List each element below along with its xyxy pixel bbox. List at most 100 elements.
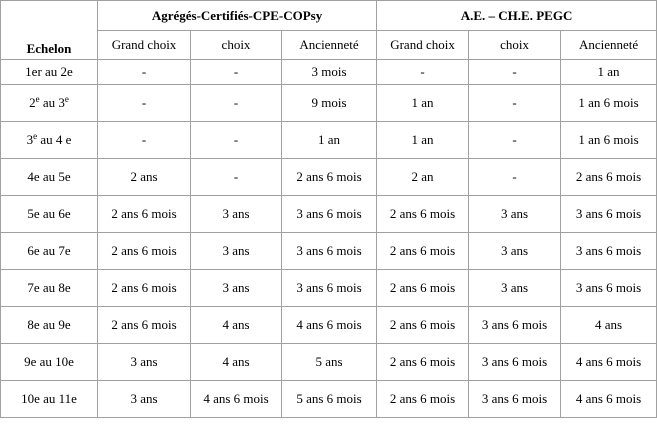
duration-cell: 1 an: [376, 121, 470, 159]
echelon-cell: 10e au 11e: [0, 380, 98, 418]
duration-cell: 3 ans: [97, 343, 191, 381]
echelon-text: 8e au 9e: [27, 317, 71, 332]
duration-cell: 2 ans 6 mois: [376, 195, 470, 233]
duration-cell: 2 ans 6 mois: [560, 158, 657, 196]
echelon-text: 1er au 2e: [25, 64, 73, 79]
duration-cell: -: [468, 121, 562, 159]
duration-cell: 3 ans: [468, 195, 562, 233]
data-row: 7e au 8e 2 ans 6 mois 3 ans 3 ans 6 mois 2 a…: [0, 269, 657, 307]
data-row: 6e au 7e 2 ans 6 mois 3 ans 3 ans 6 mois 2 a…: [0, 232, 657, 270]
duration-cell: 3 ans 6 mois: [468, 343, 562, 381]
duration-cell: -: [468, 59, 562, 85]
data-row: 8e au 9e 2 ans 6 mois 4 ans 4 ans 6 mois 2 a…: [0, 306, 657, 344]
data-row: 2e au 3e - -9 mois 1 an -1 an 6 mois: [0, 84, 657, 122]
echelon-text: 4e au 5e: [27, 169, 71, 184]
duration-cell: 2 ans: [97, 158, 191, 196]
echelon-text: 5e au 6e: [27, 206, 71, 221]
subheader: Ancienneté: [560, 30, 657, 60]
duration-cell: 9 mois: [280, 84, 378, 122]
duration-cell: 2 ans 6 mois: [376, 232, 470, 270]
duration-cell: 3 ans: [468, 269, 562, 307]
duration-cell: 5 ans 6 mois: [280, 380, 378, 418]
duration-cell: 3 ans: [190, 232, 282, 270]
duration-cell: 2 ans 6 mois: [97, 306, 191, 344]
duration-cell: 2 ans 6 mois: [97, 232, 191, 270]
duration-cell: -: [190, 59, 282, 85]
echelon-text: 10e au 11e: [21, 391, 77, 406]
duration-cell: 2 ans 6 mois: [376, 269, 470, 307]
table-body: Echelon Agrégés-Certifiés-CPE-COPsy A.E. –…: [0, 0, 657, 418]
duration-cell: 1 an 6 mois: [560, 121, 657, 159]
subheader: Ancienneté: [280, 30, 378, 60]
duration-cell: 1 an: [376, 84, 470, 122]
duration-cell: 2 an: [376, 158, 470, 196]
duration-cell: 3 ans: [190, 195, 282, 233]
duration-cell: -: [190, 158, 282, 196]
echelon-cell: 2e au 3e: [0, 84, 98, 122]
subheader: choix: [190, 30, 282, 60]
data-row: 4e au 5e 2 ans -2 ans 6 mois 2 an -2 ans 6 m…: [0, 158, 657, 196]
group-header: A.E. – CH.E. PEGC: [376, 0, 657, 31]
duration-cell: 1 an: [280, 121, 378, 159]
duration-cell: 4 ans: [190, 306, 282, 344]
duration-cell: -: [190, 121, 282, 159]
duration-cell: -: [97, 121, 191, 159]
echelon-cell: 6e au 7e: [0, 232, 98, 270]
duration-cell: 3 ans 6 mois: [560, 195, 657, 233]
superscript: e: [64, 94, 69, 104]
data-row: 10e au 11e 3 ans 4 ans 6 mois 5 ans 6 mois 2…: [0, 380, 657, 418]
echelon-cell: 7e au 8e: [0, 269, 98, 307]
subheader-row: Grand choix choix Ancienneté Grand choix cho…: [1, 30, 657, 60]
echelon-text: au 4 e: [37, 132, 72, 147]
echelon-header: Echelon: [0, 0, 98, 60]
duration-cell: 4 ans 6 mois: [560, 380, 657, 418]
duration-cell: 2 ans 6 mois: [97, 269, 191, 307]
echelon-cell: 3e au 4 e: [0, 121, 98, 159]
duration-cell: 3 ans: [468, 232, 562, 270]
duration-cell: 2 ans 6 mois: [376, 306, 470, 344]
duration-cell: -: [190, 84, 282, 122]
duration-cell: 2 ans 6 mois: [280, 158, 378, 196]
duration-cell: 2 ans 6 mois: [376, 343, 470, 381]
duration-cell: 3 ans 6 mois: [280, 232, 378, 270]
superscript: e: [33, 131, 38, 141]
duration-cell: 3 ans 6 mois: [468, 380, 562, 418]
data-row: 1er au 2e - -3 mois - -1 an: [0, 59, 657, 85]
duration-cell: 4 ans: [190, 343, 282, 381]
duration-cell: 4 ans 6 mois: [190, 380, 282, 418]
group-header: Agrégés-Certifiés-CPE-COPsy: [96, 0, 378, 31]
duration-cell: -: [376, 59, 470, 85]
duration-cell: 3 ans 6 mois: [560, 232, 657, 270]
duration-cell: 3 ans: [97, 380, 191, 418]
data-row: 3e au 4 e--1 an 1 an -1 an 6 mois: [0, 121, 657, 159]
duration-cell: 3 ans: [190, 269, 282, 307]
header-row: Echelon Agrégés-Certifiés-CPE-COPsy A.E. –…: [0, 0, 657, 60]
duration-cell: 5 ans: [280, 343, 378, 381]
subheader: Grand choix: [376, 30, 470, 60]
duration-cell: -: [468, 158, 562, 196]
duration-cell: 1 an 6 mois: [560, 84, 657, 122]
echelon-text: 2: [29, 95, 36, 110]
table: Echelon Agrégés-Certifiés-CPE-COPsy A.E. –…: [0, 0, 657, 418]
duration-cell: 4 ans 6 mois: [560, 343, 657, 381]
duration-cell: 3 ans 6 mois: [560, 269, 657, 307]
duration-cell: 2 ans 6 mois: [376, 380, 470, 418]
echelon-text: 7e au 8e: [27, 280, 71, 295]
duration-cell: 2 ans 6 mois: [97, 195, 191, 233]
echelon-cell: 4e au 5e: [0, 158, 98, 196]
duration-cell: 3 ans 6 mois: [468, 306, 562, 344]
duration-cell: 3 ans 6 mois: [280, 269, 378, 307]
echelon-cell: 9e au 10e: [0, 343, 98, 381]
duration-cell: -: [97, 84, 191, 122]
duration-cell: 4 ans 6 mois: [280, 306, 378, 344]
duration-cell: -: [468, 84, 562, 122]
duration-cell: 3 ans 6 mois: [280, 195, 378, 233]
echelon-cell: 8e au 9e: [0, 306, 98, 344]
subheader: Grand choix: [97, 30, 191, 60]
echelon-text: au 3: [39, 95, 65, 110]
echelon-text: 6e au 7e: [27, 243, 71, 258]
superscript: e: [35, 94, 40, 104]
data-row: 9e au 10e 3 ans 4 ans 5 ans 2 ans 6 mois 3 an…: [0, 343, 657, 381]
duration-cell: 1 an: [560, 59, 657, 85]
